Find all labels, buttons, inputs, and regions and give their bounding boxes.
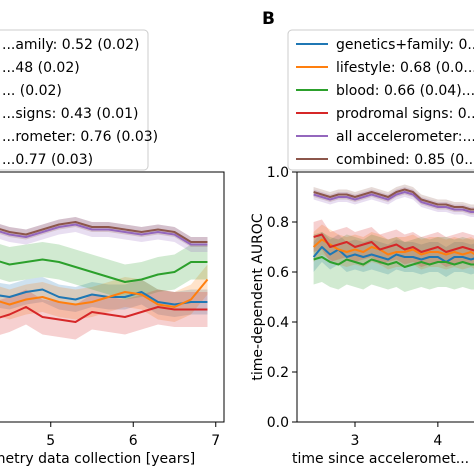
panel-a-legend-box	[0, 29, 149, 171]
panel-b-series-line-1	[312, 238, 474, 256]
panel-b-band-4	[313, 187, 474, 217]
panel-b-series-line-2	[313, 256, 474, 268]
panel-a-series-line-4	[0, 223, 208, 246]
panel-b-axes: 3 4 0.0 0.2 0.4 0.6 0.8 1.0	[267, 165, 474, 449]
panel-b-band-5	[313, 184, 474, 215]
panel-a-xlabel: ...ometry data collection [years]	[0, 451, 195, 467]
panel-b-frame	[296, 171, 474, 423]
panel-b-legend-label-3: prodromal signs: 0...	[336, 106, 474, 122]
panel-a-axes: 4567	[0, 171, 225, 449]
panel-b-legend-label-2: blood: 0.66 (0.04)...	[336, 83, 474, 99]
panel-b-series-line-3	[313, 233, 474, 253]
panel-a-lines	[0, 221, 209, 323]
panel-b-ytick-label: 0.4	[267, 315, 289, 331]
panel-a-legend-label-2: ... (0.02)	[2, 83, 62, 99]
panel-b-ytick-label: 0.2	[267, 365, 289, 381]
panel-a-series-line-0	[0, 288, 208, 306]
panel-a-legend-label-4: ...rometer: 0.76 (0.03)	[2, 129, 158, 145]
panel-a-legend-label-0: ...amily: 0.52 (0.02)	[2, 37, 140, 53]
panel-b-series-line-5	[313, 188, 474, 211]
panel-b-legend-box	[287, 29, 474, 171]
panel-b-series-line-4	[313, 191, 474, 213]
panel-a-series-line-2	[0, 258, 208, 283]
panel-a-band-5	[0, 217, 208, 247]
panel-a-legend-label-3: ...signs: 0.43 (0.01)	[2, 106, 138, 122]
panel-b-xtick-label: 3	[351, 433, 360, 449]
panel-a-band-2	[0, 242, 208, 300]
panel-b-band-0	[313, 232, 474, 277]
panel-a-frame	[0, 171, 225, 423]
panel-b: B 3 4 0.0 0.2 0.4 0.6 0.8 1.0 time-dependent AU…	[250, 9, 474, 467]
panel-b-band-1	[313, 224, 474, 270]
panel-a-legend-label-5: ...0.77 (0.03)	[2, 152, 93, 168]
panel-b-xlabel: time since acceleromet...	[292, 451, 469, 467]
panel-a-xtick-label: 5	[46, 433, 55, 449]
panel-a-series-line-5	[0, 221, 208, 243]
panel-b-legend-label-1: lifestyle: 0.68 (0.0...	[336, 60, 474, 76]
panel-b-series-line-0	[312, 246, 474, 263]
panel-b-legend: genetics+family: 0... lifestyle: 0.68 (0.…	[287, 29, 474, 171]
panel-a-xtick-label: 6	[129, 433, 138, 449]
panel-b-ytick-label: 0.8	[267, 215, 289, 231]
panel-b-ytick-label: 0.0	[267, 415, 289, 431]
panel-b-lines	[312, 188, 474, 268]
panel-b-legend-label-5: combined: 0.85 (0...	[336, 152, 474, 168]
panel-b-ytick-label: 1.0	[267, 165, 289, 181]
panel-a: 4567 ...ometry data collection [years] .…	[0, 29, 225, 467]
panel-b-xtick-label: 4	[433, 433, 442, 449]
panel-a-xtick-label: 7	[211, 433, 220, 449]
panel-b-legend-label-4: all accelerometer:...	[336, 129, 474, 145]
panel-a-legend: ...amily: 0.52 (0.02) ...48 (0.02) ... (0.…	[0, 29, 158, 171]
panel-b-bands	[313, 184, 474, 292]
panel-b-legend-label-0: genetics+family: 0...	[336, 37, 474, 53]
panel-b-ytick-label: 0.6	[267, 265, 289, 281]
panel-b-ylabel: time-dependent AUROC	[250, 213, 266, 380]
panel-a-legend-label-1: ...48 (0.02)	[2, 60, 80, 76]
panel-b-label: B	[262, 9, 275, 29]
panel-a-series-line-1	[0, 278, 209, 308]
panel-a-series-line-3	[0, 306, 208, 323]
